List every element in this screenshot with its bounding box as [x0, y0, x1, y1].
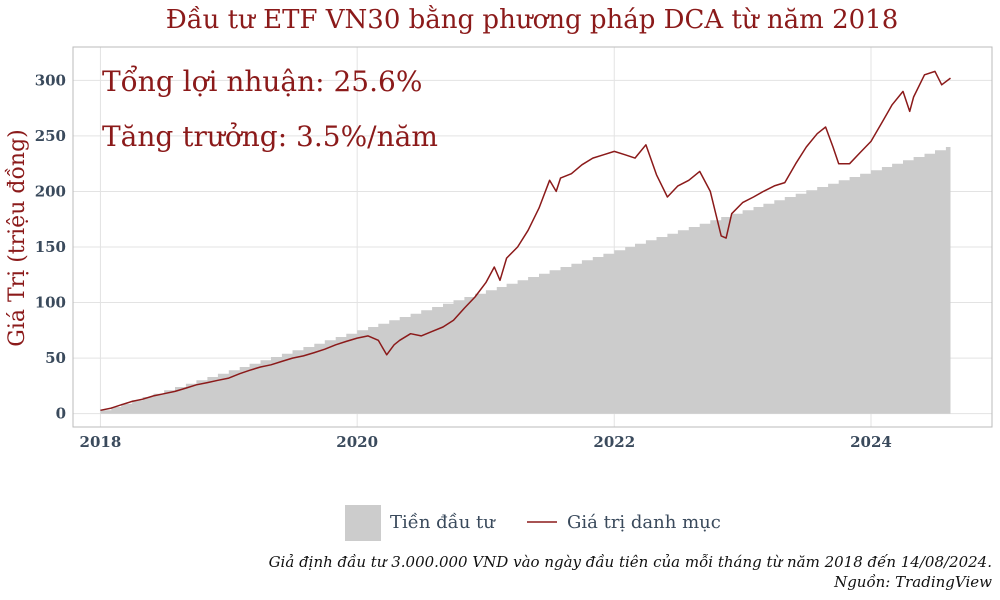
plot-border	[72, 46, 993, 428]
legend-label-portfolio: Giá trị danh mục	[567, 512, 721, 533]
invested-area	[100, 147, 951, 414]
legend-swatch-invested	[345, 505, 381, 541]
x-tick-label: 2020	[336, 433, 378, 451]
x-axis-ticks: 2018 2020 2022 2024	[80, 433, 892, 451]
y-tick-label: 0	[56, 405, 66, 423]
caption-assumption: Giả định đầu tư 3.000.000 VND vào ngày đ…	[269, 553, 992, 571]
portfolio-value-line	[100, 70, 951, 412]
y-tick-label: 300	[35, 71, 66, 89]
y-axis-ticks: 0 50 100 150 200 250 300	[35, 71, 66, 422]
y-tick-label: 150	[35, 238, 66, 256]
y-tick-label: 250	[35, 127, 66, 145]
legend-label-invested: Tiền đầu tư	[390, 512, 496, 533]
y-axis-label: Giá Trị (triệu đồng)	[4, 129, 30, 346]
y-tick-label: 100	[35, 294, 66, 312]
legend: Tiền đầu tư Giá trị danh mục	[345, 505, 721, 541]
annotation-growth: Tăng trưởng: 3.5%/năm	[102, 120, 438, 153]
x-tick-label: 2022	[593, 433, 635, 451]
portfolio-line	[100, 70, 951, 412]
caption-source: Nguồn: TradingView	[833, 573, 992, 591]
invested-money-area	[100, 147, 951, 414]
grid	[73, 47, 992, 427]
chart-title: Đầu tư ETF VN30 bằng phương pháp DCA từ …	[166, 4, 899, 35]
y-tick-label: 200	[35, 182, 66, 200]
x-tick-label: 2024	[850, 433, 892, 451]
y-tick-label: 50	[45, 349, 66, 367]
annotation-total-return: Tổng lợi nhuận: 25.6%	[102, 65, 422, 98]
x-tick-label: 2018	[80, 433, 122, 451]
